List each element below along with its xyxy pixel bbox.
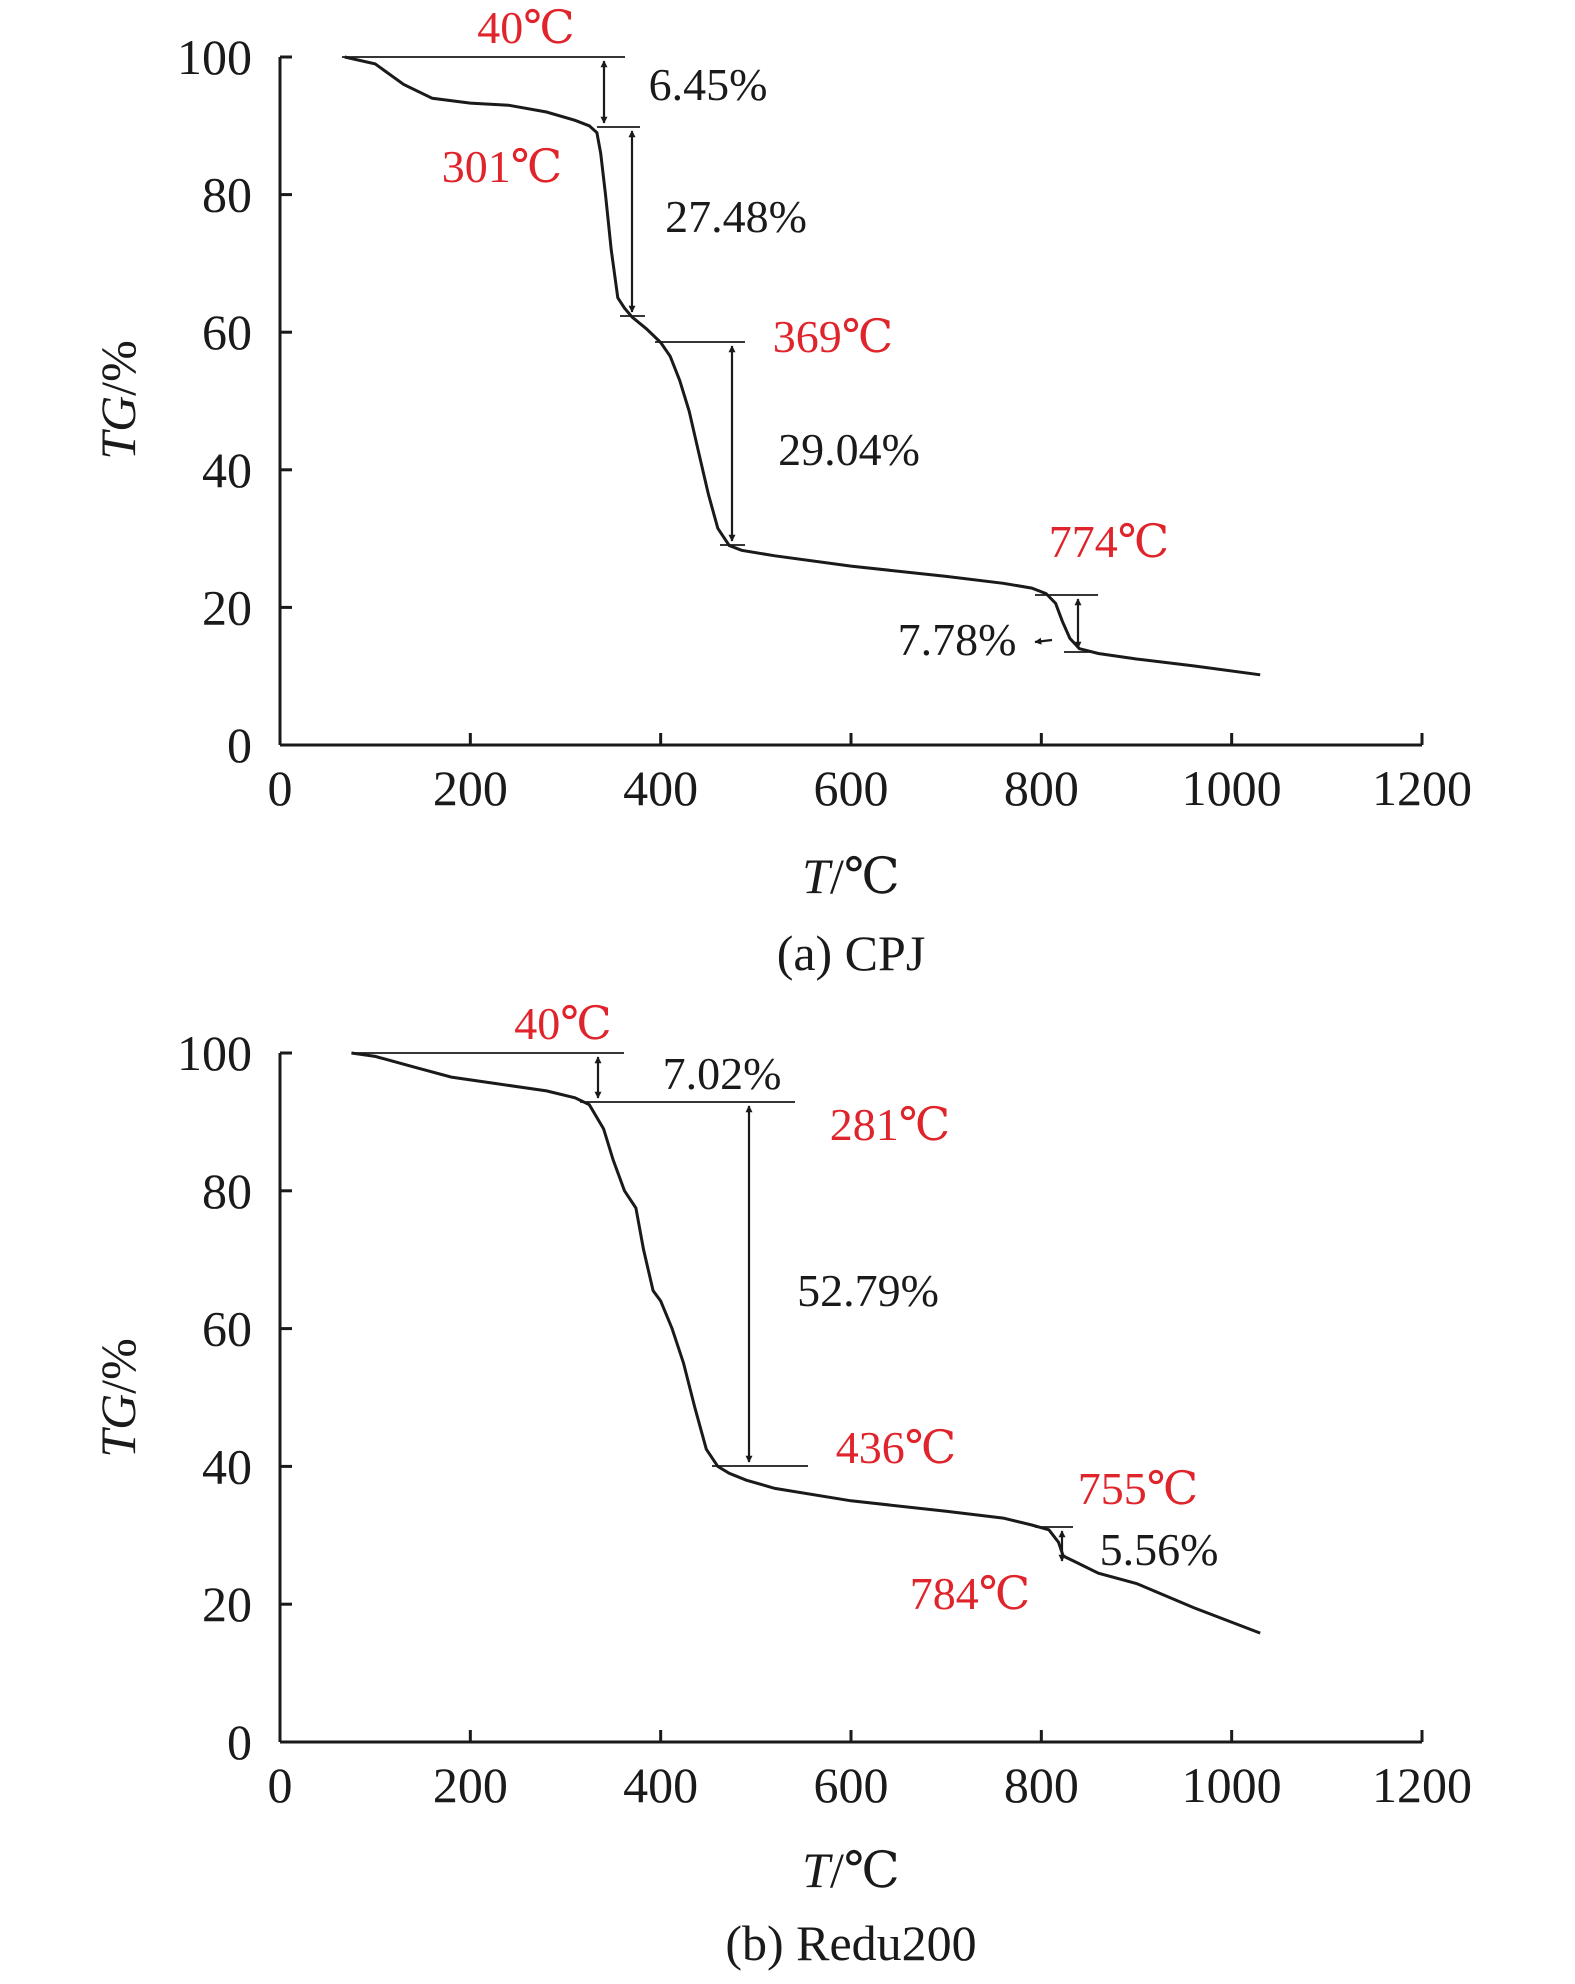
tick-group: 0 200 400 600 800 1000 1200 0 20 40 60 80 100 xyxy=(177,29,1472,816)
temperature-label: 369℃ xyxy=(773,311,893,362)
mass-loss-label: 52.79% xyxy=(797,1265,939,1316)
temperature-label: 774℃ xyxy=(1049,516,1169,567)
x-axis-title: T/℃ xyxy=(802,848,900,904)
temperature-label: 436℃ xyxy=(836,1422,956,1473)
temperature-label: 40℃ xyxy=(477,2,574,53)
temperature-label: 755℃ xyxy=(1078,1463,1198,1514)
x-tick-label: 0 xyxy=(268,1757,293,1813)
y-tick-label: 60 xyxy=(202,304,252,360)
x-tick-label: 800 xyxy=(1004,760,1079,816)
y-tick-label: 60 xyxy=(202,1301,252,1357)
y-axis-title: TG/% xyxy=(90,340,146,459)
x-tick-label: 1000 xyxy=(1182,760,1282,816)
temperature-label: 281℃ xyxy=(830,1099,950,1150)
annotation-lines xyxy=(342,56,1098,653)
annotation-lines xyxy=(352,1052,1073,1562)
y-axis-title-unit: /% xyxy=(90,340,146,396)
x-tick-label: 400 xyxy=(623,1757,698,1813)
x-tick-label: 600 xyxy=(814,760,889,816)
x-tick-label: 1200 xyxy=(1372,1757,1472,1813)
temperature-label: 784℃ xyxy=(910,1568,1030,1619)
panel-caption: (b) Redu200 xyxy=(725,1915,976,1971)
x-axis-title-italic: T xyxy=(802,848,833,904)
x-tick-label: 200 xyxy=(433,1757,508,1813)
y-axis-title-italic: TG xyxy=(90,1394,146,1458)
y-tick-label: 0 xyxy=(227,1714,252,1770)
x-axis-title-unit: /℃ xyxy=(830,1842,900,1898)
tg-curve xyxy=(344,55,1261,677)
y-tick-label: 20 xyxy=(202,1576,252,1632)
temperature-label: 40℃ xyxy=(514,998,611,1049)
mass-loss-label: 5.56% xyxy=(1100,1524,1219,1575)
y-tick-label: 80 xyxy=(202,1163,252,1219)
x-tick-label: 600 xyxy=(814,1757,889,1813)
x-tick-label: 400 xyxy=(623,760,698,816)
x-tick-label: 1000 xyxy=(1182,1757,1282,1813)
mass-loss-label: 7.02% xyxy=(663,1048,782,1099)
y-tick-label: 20 xyxy=(202,579,252,635)
chart-panel-redu200: 0 200 400 600 800 1000 1200 0 20 40 60 80 100 T/℃ TG… xyxy=(90,998,1472,1971)
y-axis-title-italic: TG xyxy=(90,396,146,460)
mass-loss-label: 7.78% xyxy=(898,614,1017,665)
x-axis-title: T/℃ xyxy=(802,1842,900,1898)
chart-panel-cpj: 0 200 400 600 800 1000 1200 0 20 40 60 80 100 T/℃ TG… xyxy=(90,2,1472,981)
y-tick-label: 100 xyxy=(177,1025,252,1081)
x-tick-label: 200 xyxy=(433,760,508,816)
mass-loss-label: 6.45% xyxy=(649,59,768,110)
x-tick-label: 0 xyxy=(268,760,293,816)
y-tick-label: 100 xyxy=(177,29,252,85)
x-axis-title-unit: /℃ xyxy=(830,848,900,904)
y-tick-label: 80 xyxy=(202,167,252,223)
y-tick-label: 0 xyxy=(227,717,252,773)
temperature-label: 301℃ xyxy=(442,141,562,192)
tick-group: 0 200 400 600 800 1000 1200 0 20 40 60 80 100 xyxy=(177,1025,1472,1813)
x-tick-label: 1200 xyxy=(1372,760,1472,816)
label-pointer-arrow xyxy=(1034,637,1053,645)
panel-caption: (a) CPJ xyxy=(777,925,926,981)
mass-loss-label: 27.48% xyxy=(665,191,807,242)
mass-loss-label: 29.04% xyxy=(778,424,920,475)
y-axis-title: TG/% xyxy=(90,1338,146,1457)
axes-frame xyxy=(278,1053,1422,1744)
x-axis-title-italic: T xyxy=(802,1842,833,1898)
y-axis-title-unit: /% xyxy=(90,1338,146,1394)
x-tick-label: 800 xyxy=(1004,1757,1079,1813)
y-tick-label: 40 xyxy=(202,442,252,498)
y-tick-label: 40 xyxy=(202,1438,252,1494)
